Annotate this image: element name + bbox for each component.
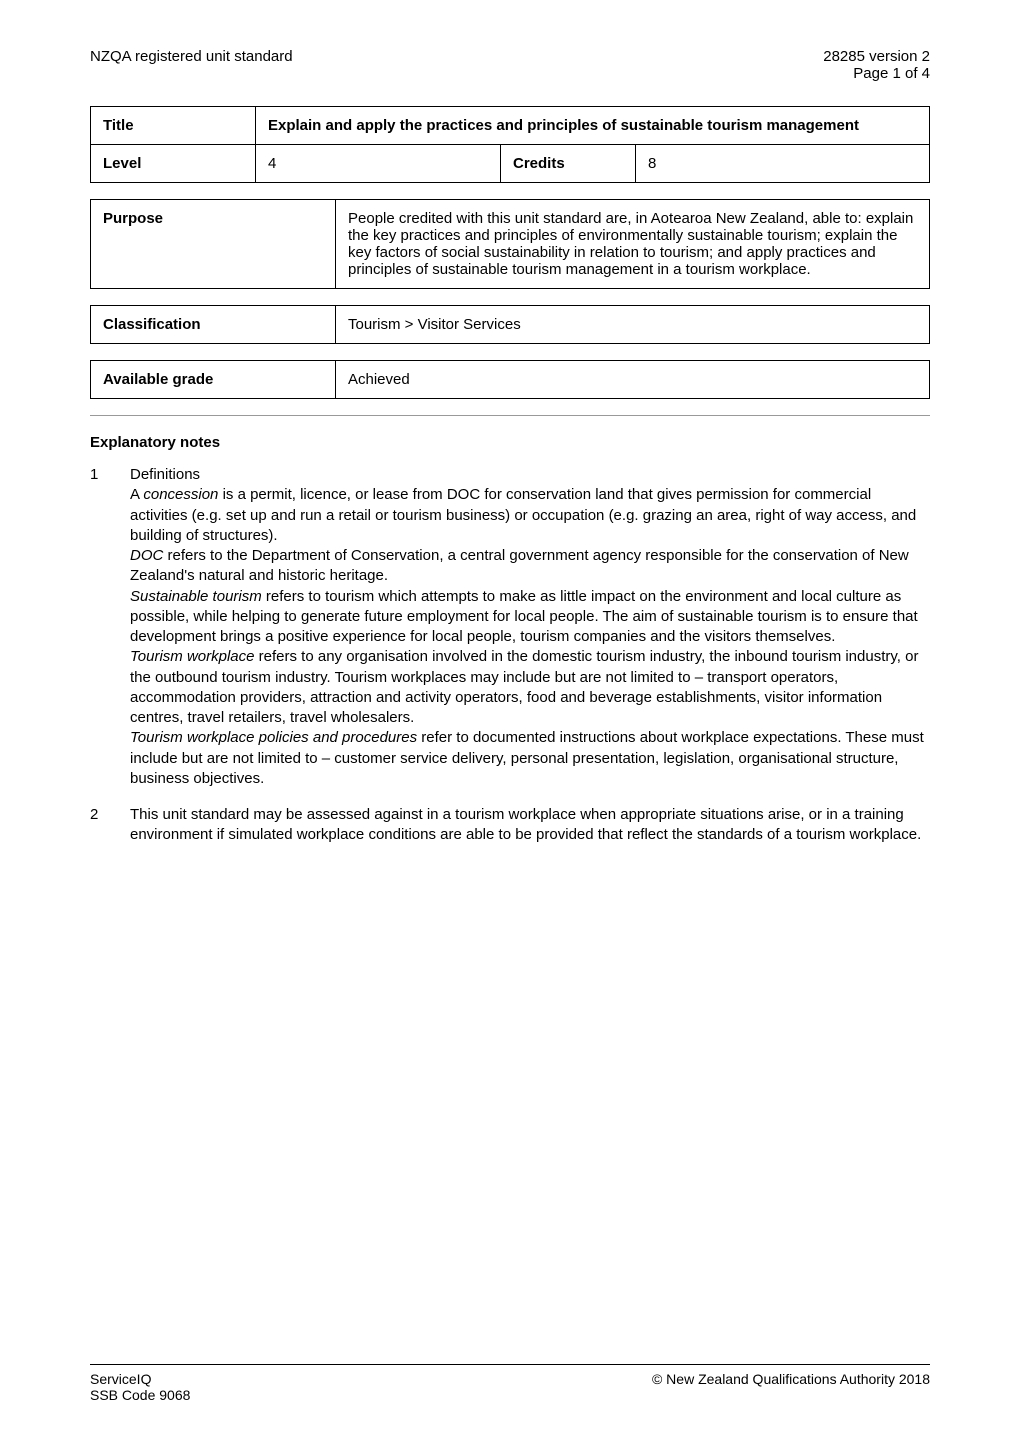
title-table: Title Explain and apply the practices an… [90, 106, 930, 183]
note-1-concession: A concession is a permit, licence, or le… [130, 485, 930, 546]
term-sustainable-tourism: Sustainable tourism [130, 588, 262, 605]
classification-label: Classification [91, 306, 336, 344]
header-left: NZQA registered unit standard [90, 48, 293, 82]
classification-value: Tourism > Visitor Services [336, 306, 930, 344]
title-row: Title Explain and apply the practices an… [91, 107, 930, 145]
footer-ssb-code: SSB Code 9068 [90, 1387, 190, 1403]
footer-right: © New Zealand Qualifications Authority 2… [652, 1371, 930, 1403]
grade-row: Available grade Achieved [91, 361, 930, 399]
explanatory-notes-heading: Explanatory notes [90, 434, 930, 451]
footer-left: ServiceIQ SSB Code 9068 [90, 1371, 190, 1403]
page-footer: ServiceIQ SSB Code 9068 © New Zealand Qu… [90, 1364, 930, 1403]
level-label: Level [91, 145, 256, 183]
note-1: 1 Definitions A concession is a permit, … [90, 465, 930, 789]
level-value: 4 [256, 145, 501, 183]
classification-row: Classification Tourism > Visitor Service… [91, 306, 930, 344]
term-concession: concession [143, 486, 218, 503]
page-header: NZQA registered unit standard 28285 vers… [90, 48, 930, 82]
footer-row: ServiceIQ SSB Code 9068 © New Zealand Qu… [90, 1371, 930, 1403]
explanatory-notes: 1 Definitions A concession is a permit, … [90, 465, 930, 846]
grade-value: Achieved [336, 361, 930, 399]
term-doc: DOC [130, 547, 163, 564]
purpose-label: Purpose [91, 200, 336, 289]
note-2-text: This unit standard may be assessed again… [130, 805, 930, 846]
term-tourism-workplace: Tourism workplace [130, 648, 255, 665]
classification-table: Classification Tourism > Visitor Service… [90, 305, 930, 344]
note-1-concession-prefix: A [130, 486, 143, 503]
note-1-body: Definitions A concession is a permit, li… [130, 465, 930, 789]
purpose-table: Purpose People credited with this unit s… [90, 199, 930, 289]
grade-table: Available grade Achieved [90, 360, 930, 399]
note-1-doc-rest: refers to the Department of Conservation… [130, 547, 909, 584]
note-2-body: This unit standard may be assessed again… [130, 805, 930, 846]
note-1-doc: DOC refers to the Department of Conserva… [130, 546, 930, 587]
credits-value: 8 [636, 145, 930, 183]
note-1-heading: Definitions [130, 465, 930, 485]
header-page-number: Page 1 of 4 [823, 65, 930, 82]
footer-rule [90, 1364, 930, 1365]
note-1-sustainable: Sustainable tourism refers to tourism wh… [130, 587, 930, 648]
header-right: 28285 version 2 Page 1 of 4 [823, 48, 930, 82]
term-workplace-policies: Tourism workplace policies and procedure… [130, 729, 417, 746]
title-label: Title [91, 107, 256, 145]
section-separator [90, 415, 930, 416]
page: NZQA registered unit standard 28285 vers… [0, 0, 1020, 1443]
note-1-concession-rest: is a permit, licence, or lease from DOC … [130, 486, 916, 544]
level-credits-row: Level 4 Credits 8 [91, 145, 930, 183]
grade-label: Available grade [91, 361, 336, 399]
note-2-number: 2 [90, 805, 130, 846]
note-2: 2 This unit standard may be assessed aga… [90, 805, 930, 846]
purpose-row: Purpose People credited with this unit s… [91, 200, 930, 289]
credits-label: Credits [501, 145, 636, 183]
note-1-workplace: Tourism workplace refers to any organisa… [130, 647, 930, 728]
header-standard-version: 28285 version 2 [823, 48, 930, 65]
purpose-text: People credited with this unit standard … [336, 200, 930, 289]
note-1-number: 1 [90, 465, 130, 789]
footer-org: ServiceIQ [90, 1371, 190, 1387]
note-1-policies: Tourism workplace policies and procedure… [130, 728, 930, 789]
title-text: Explain and apply the practices and prin… [256, 107, 930, 145]
